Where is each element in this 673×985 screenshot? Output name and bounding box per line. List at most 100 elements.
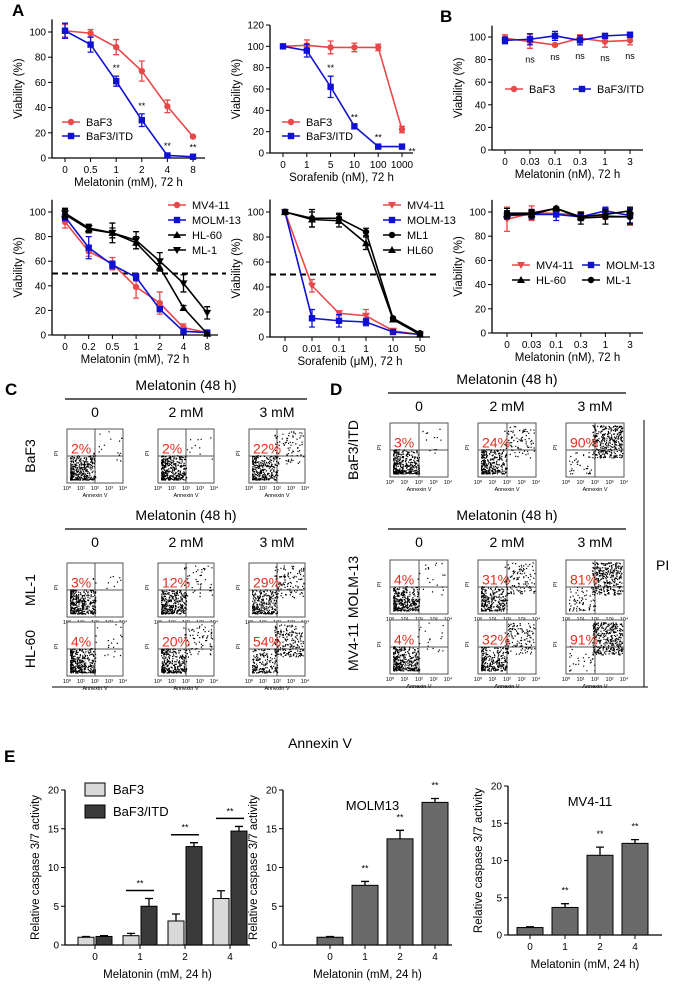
y-tick-label: 120 [247, 21, 264, 32]
y-axis-label: PI [145, 643, 151, 649]
flow-plot-baf3-1: 2% Annexin V 10⁰ 10¹ 10² 10³ 10⁴ PI [145, 428, 219, 499]
data-point [375, 143, 382, 150]
x-tick-label: 2 [157, 342, 163, 353]
x-tick-label: 4 [227, 952, 233, 963]
flow-plot-hl-60-2: 54% Annexin V 10⁰ 10¹ 10² 10³ 10⁴ PI [236, 621, 310, 692]
legend-label: BaF3/ITD [86, 131, 133, 143]
x-tick-label: 0 [62, 342, 68, 353]
flow-column-label: 0 [415, 534, 423, 550]
data-point [503, 210, 511, 217]
chart-e3: 0 5 10 15 20 0 1 2 4 Melatonin (mM, 24 h) Relative… [473, 782, 662, 971]
x-tick-label: 0.2 [82, 342, 96, 353]
scatter-events [252, 565, 305, 615]
apoptosis-percent: 3% [71, 574, 91, 590]
data-point [551, 41, 559, 49]
y-tick-label: 60 [35, 78, 47, 89]
x-tick-label: 10⁴ [210, 485, 219, 492]
x-axis-label: Melatonin (mM, 24 h) [313, 969, 422, 981]
x-tick-label: 3 [627, 157, 633, 168]
x-tick-label: 10³ [518, 677, 526, 683]
y-tick-label: 100 [29, 28, 46, 39]
data-point [528, 210, 535, 217]
legend-label: BaF3/ITD [597, 84, 644, 96]
series-baf3-itd [279, 43, 406, 150]
y-tick-label: 100 [247, 208, 264, 219]
x-tick-label: 10⁴ [301, 485, 310, 492]
x-tick-label: 10⁰ [562, 479, 571, 486]
bar [95, 935, 113, 946]
x-tick-label: 10³ [606, 677, 614, 683]
x-tick-label: 10⁰ [386, 479, 395, 486]
data-point [416, 330, 424, 338]
significance-label: ** [164, 141, 172, 151]
chart-title: MV4-11 [568, 794, 613, 809]
data-point [577, 214, 584, 222]
y-axis-label: PI [377, 641, 383, 647]
x-tick-label: 10⁰ [245, 485, 254, 492]
y-axis-label: Viability (%) [231, 238, 243, 299]
y-tick-label: 60 [253, 85, 265, 96]
scatter-events [161, 624, 214, 674]
x-tick-label: 0 [92, 952, 98, 963]
significance-label: ** [361, 863, 369, 873]
apoptosis-percent: 81% [570, 571, 598, 587]
x-tick-label: 2 [139, 165, 145, 176]
series-hl60 [281, 208, 424, 338]
scatter-events [569, 622, 624, 672]
significance-label: ** [596, 829, 604, 839]
significance-label: ** [351, 112, 359, 122]
apoptosis-percent: 31% [482, 571, 510, 587]
data-point [626, 37, 634, 44]
scatter-events [481, 622, 536, 672]
flow-column-label: 2 mM [169, 534, 204, 550]
series-line [507, 207, 630, 219]
panel-label-e: E [4, 747, 15, 766]
x-tick-label: 10³ [518, 480, 526, 486]
data-point [132, 273, 140, 281]
error-bar [127, 932, 135, 936]
legend-label: BaF3 [86, 117, 112, 129]
flow-row-label: BaF3/ITD [345, 420, 361, 480]
significance-label: ns [575, 51, 585, 61]
legend-marker [587, 276, 595, 284]
scatter-events [393, 622, 444, 672]
x-tick-label: 4 [165, 165, 171, 176]
x-tick-label: 100 [370, 160, 387, 171]
error-bar [82, 935, 90, 938]
y-tick-label: 40 [253, 106, 265, 117]
series-molm-13 [281, 208, 424, 338]
x-axis-label: Melatonin (mM, 24 h) [103, 969, 212, 981]
legend-marker [287, 118, 295, 126]
bar [351, 884, 379, 946]
x-tick-label: 10⁴ [620, 676, 629, 683]
legend-marker [388, 202, 396, 209]
x-tick-label: 10¹ [401, 480, 409, 486]
flow-plot-baf3-2: 22% Annexin V 10⁰ 10¹ 10² 10³ 10⁴ PI [236, 428, 310, 499]
significance-label: ** [136, 879, 144, 889]
y-axis-label: PI [377, 444, 383, 450]
y-tick-label: 40 [35, 103, 47, 114]
y-axis-label: PI [553, 444, 559, 450]
x-tick-label: 10⁴ [444, 479, 453, 486]
y-tick-label: 0 [40, 154, 46, 165]
data-point [156, 305, 163, 313]
error-bar [145, 897, 153, 907]
x-tick-label: 10³ [430, 677, 438, 683]
x-tick-label: 10¹ [577, 677, 585, 683]
bar [516, 927, 544, 936]
data-point [164, 103, 171, 110]
x-tick-label: 10⁰ [474, 676, 483, 683]
panel-label-a: A [12, 1, 24, 20]
series-line [64, 30, 194, 158]
legend-label: MOLM-13 [606, 260, 655, 272]
flow-column-label: 0 [415, 398, 423, 414]
significance-label: ** [327, 63, 335, 73]
series-line [282, 44, 403, 130]
x-tick-label: 0.5 [105, 342, 119, 353]
data-point [138, 117, 145, 124]
error-bar [100, 935, 108, 937]
significance-label: ** [375, 133, 383, 143]
data-point [601, 32, 609, 40]
y-tick-label: 100 [469, 33, 486, 44]
y-axis-label: PI [54, 584, 60, 590]
